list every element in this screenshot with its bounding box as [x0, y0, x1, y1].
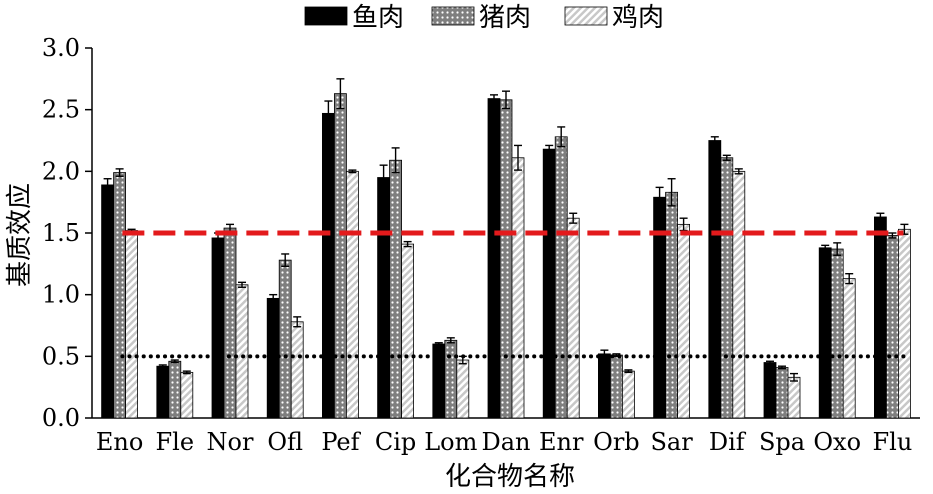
bars [101, 78, 911, 419]
legend-swatch-fish [304, 6, 348, 26]
y-tick-label: 0.0 [42, 404, 80, 432]
y-axis: 0.0 0.5 1.0 1.5 2.0 2.5 3.0 [42, 34, 93, 432]
x-tick-label-enr: Enr [539, 428, 584, 456]
x-tick-label-fle: Fle [156, 428, 195, 456]
x-tick-label-dif: Dif [709, 428, 747, 456]
bar-fish-dif [708, 140, 722, 419]
legend-label-pork: 猪肉 [479, 3, 531, 33]
bar-fish-flu [874, 216, 887, 419]
x-tick-label-orb: Orb [593, 428, 640, 456]
legend-swatch-chicken [564, 6, 608, 26]
bar-pork-spa [775, 367, 789, 419]
bar-pork-dan [499, 99, 513, 419]
bar-chicken-cip [401, 243, 415, 419]
x-tick-label-flu: Flu [873, 428, 913, 456]
x-tick-label-eno: Eno [96, 428, 143, 456]
x-tick-label-cip: Cip [375, 428, 416, 456]
x-tick-label-sar: Sar [650, 428, 693, 456]
y-tick-label: 2.0 [42, 157, 80, 185]
bar-fish-eno [101, 184, 114, 419]
legend-label-fish: 鱼肉 [352, 3, 404, 33]
x-tick-label-nor: Nor [207, 428, 254, 456]
bar-pork-nor [223, 227, 237, 419]
bar-fish-orb [598, 353, 611, 419]
bar-fish-sar [653, 196, 666, 419]
bar-chicken-eno [125, 230, 138, 419]
legend-label-chicken: 鸡肉 [612, 3, 664, 33]
y-tick-label: 2.5 [42, 96, 80, 124]
bar-pork-dif [720, 157, 734, 419]
bar-pork-oxo [830, 248, 844, 419]
reference-lines [120, 230, 906, 359]
bar-chicken-orb [622, 370, 635, 419]
legend-swatch-pork [431, 6, 475, 26]
bar-chicken-dif [732, 170, 746, 419]
y-axis-title: 基质效应 [5, 183, 35, 287]
bar-pork-lom [444, 339, 458, 419]
bar-pork-pef [333, 93, 347, 419]
bar-pork-ofl [278, 259, 292, 419]
bar-fish-fle [156, 365, 170, 419]
bar-fish-nor [211, 237, 225, 419]
bar-chicken-nor [235, 284, 249, 419]
x-tick-label-ofl: Ofl [267, 428, 303, 456]
bar-chicken-dan [511, 157, 525, 419]
bar-fish-pef [321, 112, 335, 419]
bar-chicken-oxo [842, 278, 856, 419]
bar-chicken-spa [787, 376, 801, 419]
x-axis: Eno Fle Nor Ofl Pef Cip Lom Dan Enr Orb Sar Dif Spa O… [92, 417, 920, 456]
y-tick-label: 0.5 [42, 342, 80, 370]
bar-chicken-fle [180, 371, 194, 419]
bar-fish-oxo [818, 247, 832, 419]
bar-chicken-lom [456, 359, 470, 419]
bar-chicken-sar [677, 223, 690, 419]
y-tick-label: 1.0 [42, 281, 80, 309]
legend: 鱼肉 猪肉 鸡肉 [304, 3, 664, 33]
bar-pork-orb [610, 354, 623, 419]
bar-pork-eno [113, 172, 126, 419]
x-tick-label-dan: Dan [481, 428, 530, 456]
x-tick-label-oxo: Oxo [813, 428, 861, 456]
bar-chicken-ofl [290, 321, 304, 419]
bar-fish-ofl [266, 297, 280, 419]
bar-fish-spa [763, 362, 777, 419]
x-tick-label-spa: Spa [759, 428, 805, 456]
bar-pork-fle [168, 360, 182, 419]
bar-pork-flu [886, 235, 899, 419]
bar-fish-enr [542, 148, 556, 419]
bar-chicken-flu [898, 228, 911, 419]
x-tick-label-pef: Pef [321, 428, 361, 456]
bar-pork-enr [554, 136, 568, 419]
x-axis-title: 化合物名称 [445, 462, 575, 492]
bar-fish-dan [487, 98, 501, 419]
x-tick-label-lom: Lom [424, 428, 477, 456]
y-tick-label: 1.5 [42, 219, 80, 247]
y-tick-label: 3.0 [42, 34, 80, 62]
bar-chicken-enr [566, 217, 580, 419]
bar-chicken-pef [345, 170, 359, 419]
bar-fish-cip [377, 177, 391, 419]
bar-pork-sar [665, 191, 678, 419]
bar-pork-cip [389, 159, 403, 419]
